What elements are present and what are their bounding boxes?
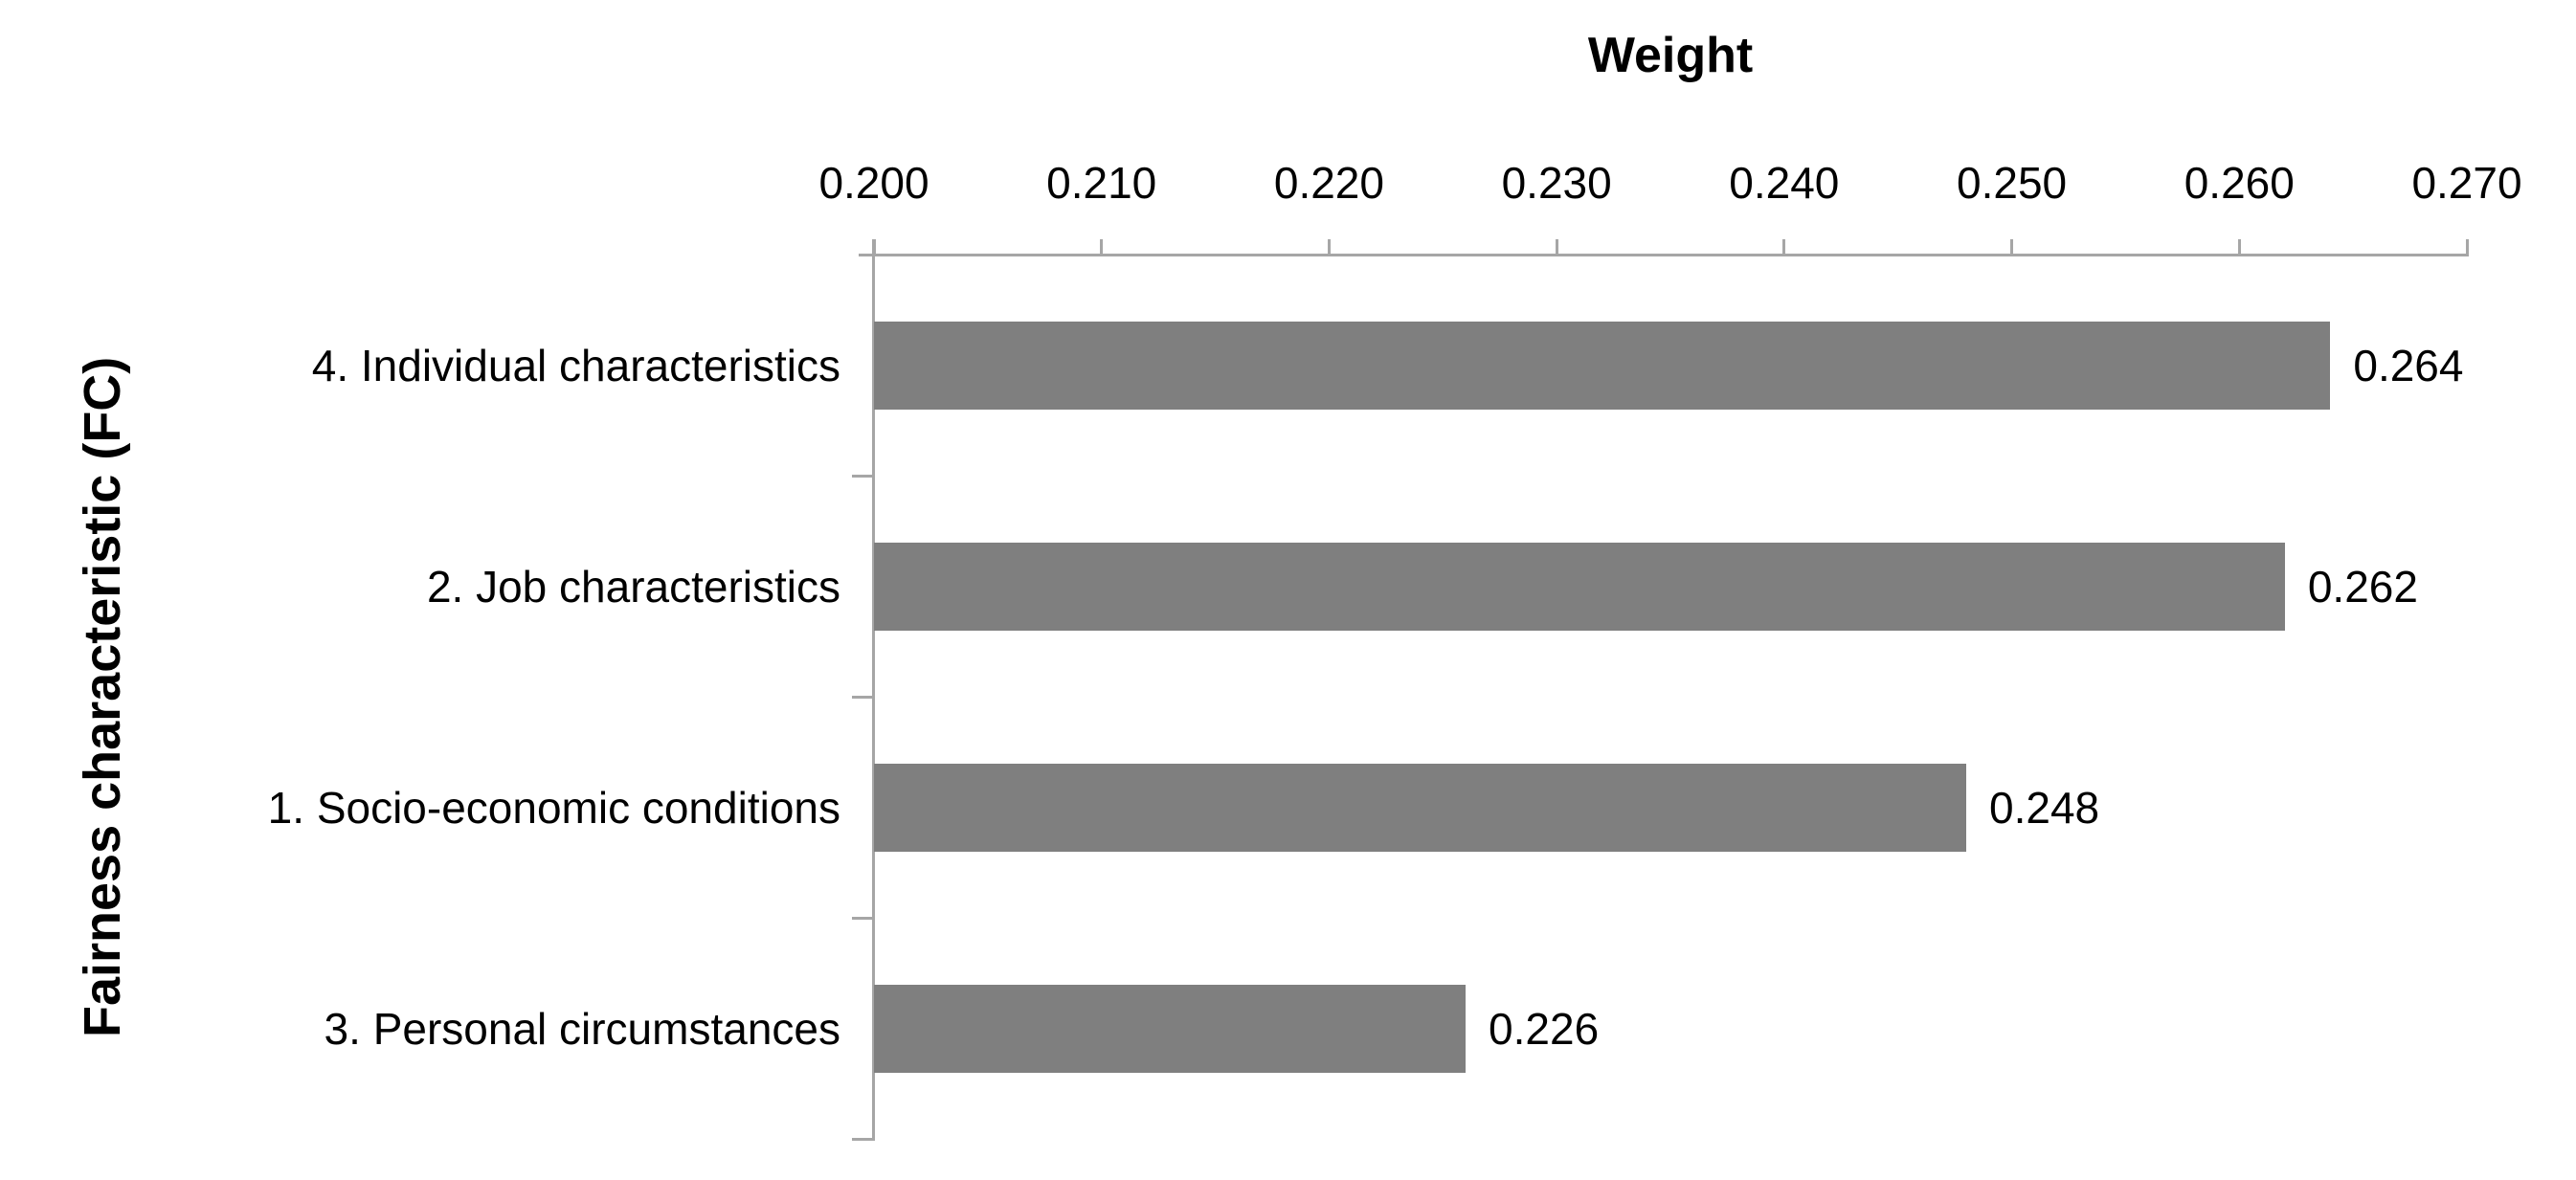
category-boundary-tick — [852, 1137, 874, 1141]
x-axis-tick-label: 0.230 — [1501, 158, 1612, 208]
category-boundary-tick — [852, 475, 874, 479]
x-axis-tick — [2010, 239, 2014, 256]
category-label: 2. Job characteristics — [426, 562, 840, 612]
chart-title: Weight — [1587, 28, 1754, 83]
x-axis-tick — [1327, 239, 1331, 256]
value-label: 0.226 — [1489, 1003, 1600, 1054]
x-axis-tick-label: 0.260 — [2184, 158, 2295, 208]
x-axis-tick — [1782, 239, 1786, 256]
x-axis-tick — [2465, 239, 2469, 256]
category-boundary-tick — [852, 696, 874, 699]
category-label: 4. Individual characteristics — [311, 341, 840, 391]
value-label: 0.248 — [1989, 782, 2100, 833]
bar — [874, 984, 1467, 1073]
x-axis-tick — [1555, 239, 1558, 256]
value-label: 0.264 — [2353, 341, 2464, 391]
bar — [874, 322, 2331, 411]
y-axis-line — [872, 239, 875, 1141]
category-label: 3. Personal circumstances — [324, 1003, 840, 1054]
x-axis-line — [859, 254, 2469, 256]
x-axis-tick-label: 0.220 — [1273, 158, 1384, 208]
category-label: 1. Socio-economic conditions — [267, 782, 840, 833]
category-boundary-tick — [852, 916, 874, 920]
x-axis-tick — [1100, 239, 1104, 256]
x-axis-tick — [872, 239, 876, 256]
value-label: 0.262 — [2307, 562, 2418, 612]
x-axis-tick-label: 0.270 — [2411, 158, 2522, 208]
bar — [874, 543, 2285, 632]
x-axis-tick-label: 0.210 — [1046, 158, 1157, 208]
bar — [874, 763, 1967, 852]
x-axis-tick-label: 0.240 — [1729, 158, 1840, 208]
x-axis-tick-label: 0.250 — [1957, 158, 2068, 208]
x-axis-tick-label: 0.200 — [818, 158, 930, 208]
x-axis-tick — [2237, 239, 2241, 256]
